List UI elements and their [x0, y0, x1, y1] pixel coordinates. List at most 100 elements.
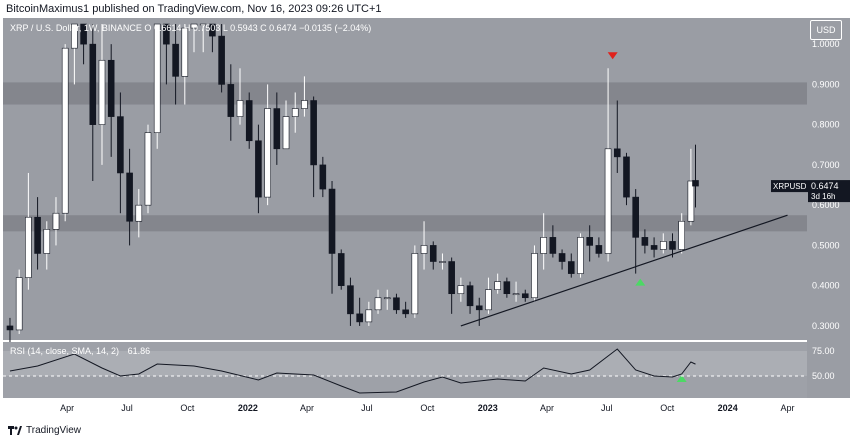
arrow-up-marker-2	[676, 375, 687, 382]
candle-body-52	[485, 289, 492, 311]
rsi-band	[3, 351, 807, 376]
candle-body-64	[595, 245, 603, 254]
candle-body-68	[632, 196, 639, 238]
candle-body-38	[356, 313, 363, 323]
candle-body-20	[190, 23, 198, 29]
candle-body-58	[540, 237, 547, 254]
rsi-line	[9, 348, 696, 394]
time-tick-label-2: Oct	[180, 403, 195, 413]
candle-body-54	[503, 281, 511, 295]
candle-body-53	[494, 281, 501, 290]
symbol-ohlc-bar: XRP / U.S. Dollar, 1W, BINANCE O 0.6614 …	[10, 23, 372, 33]
price-tick-label-1: 0.9000	[812, 79, 840, 89]
candle-body-70	[650, 245, 658, 250]
rsi-title: RSI (14, close, SMA, 14, 2)	[10, 346, 120, 356]
candle-body-71	[659, 241, 667, 250]
candle-body-44	[411, 253, 419, 315]
time-tick-label-4: Apr	[300, 403, 314, 413]
rsi-value: 61.86	[127, 346, 151, 356]
candle-body-42	[393, 297, 400, 311]
main-pane[interactable]	[3, 18, 807, 340]
candle-body-75	[692, 180, 699, 187]
candle-body-13	[126, 172, 133, 222]
candle-body-32	[301, 100, 308, 109]
candle-body-10	[98, 59, 106, 125]
candle-body-14	[135, 204, 143, 222]
candle-body-74	[687, 180, 695, 222]
time-axis[interactable]	[3, 398, 807, 416]
currency-badge[interactable]: USD	[810, 20, 842, 40]
price-tick-label-4: 0.6000	[812, 200, 840, 210]
candle-body-27	[255, 140, 262, 198]
candle-body-15	[144, 132, 152, 206]
time-tick-label-12: Apr	[781, 403, 795, 413]
time-tick-label-7: 2023	[478, 403, 498, 413]
candle-body-34	[319, 164, 327, 190]
candle-body-41	[383, 297, 391, 300]
price-tick-label-5: 0.5000	[812, 240, 840, 250]
price-tick-label-0: 1.0000	[812, 39, 840, 49]
candle-body-56	[521, 293, 529, 299]
candle-body-48	[448, 261, 455, 295]
candle-body-33	[310, 100, 317, 166]
price-axis[interactable]	[807, 18, 850, 398]
candle-body-57	[531, 253, 538, 299]
price-tick-label-2: 0.8000	[812, 120, 840, 130]
horizontal-zone-0	[3, 82, 807, 105]
arrow-down-marker-0	[607, 52, 618, 60]
candle-body-36	[337, 253, 345, 286]
horizontal-zone-1	[3, 215, 807, 232]
candle-body-43	[402, 309, 409, 315]
time-tick-label-9: Jul	[601, 403, 613, 413]
candle-body-61	[567, 261, 575, 274]
candle-body-18	[172, 43, 179, 77]
candle-body-3	[34, 216, 41, 254]
candle-body-59	[549, 237, 557, 254]
candle-body-25	[236, 100, 244, 117]
candle-body-31	[291, 108, 299, 117]
candle-body-12	[117, 116, 124, 174]
time-tick-label-0: Apr	[60, 403, 74, 413]
candle-body-19	[181, 27, 189, 77]
candle-body-69	[641, 237, 649, 246]
candle-body-16	[153, 23, 161, 134]
time-tick-label-3: 2022	[238, 403, 258, 413]
tradingview-brand[interactable]: TradingView	[8, 425, 81, 436]
candle-body-11	[107, 59, 115, 117]
candle-body-51	[475, 305, 483, 311]
candle-body-35	[328, 188, 336, 254]
candle-body-62	[577, 237, 584, 274]
candle-body-72	[669, 241, 676, 250]
arrow-up-marker-1	[635, 278, 646, 286]
support-trendline	[460, 214, 788, 327]
candle-body-46	[429, 245, 437, 262]
candle-body-7	[71, 23, 78, 49]
candle-body-17	[163, 23, 170, 45]
candle-body-55	[512, 293, 520, 296]
candle-body-39	[365, 309, 373, 323]
price-tick-label-6: 0.4000	[812, 281, 840, 291]
time-tick-label-8: Apr	[540, 403, 554, 413]
candle-body-60	[558, 253, 566, 262]
last-price-value: 0.6474	[811, 181, 839, 191]
candle-body-67	[623, 156, 630, 198]
candle-body-24	[227, 84, 235, 117]
time-tick-label-5: Jul	[361, 403, 373, 413]
last-price-symbol: XRPUSD	[773, 182, 807, 191]
candle-body-22	[209, 23, 216, 37]
time-tick-label-11: 2024	[718, 403, 738, 413]
last-price-countdown: 3d 16h	[811, 192, 835, 201]
candle-body-37	[347, 285, 354, 315]
candle-body-45	[420, 245, 428, 254]
rsi-tick-label-1: 50.00	[812, 371, 835, 381]
tradingview-brand-label: TradingView	[26, 425, 82, 436]
candle-body-28	[264, 108, 271, 198]
candle-body-29	[273, 108, 281, 150]
rsi-legend: RSI (14, close, SMA, 14, 2) 61.86	[10, 346, 150, 356]
candle-body-63	[586, 237, 593, 246]
price-tick-label-3: 0.7000	[812, 160, 840, 170]
candle-body-0	[6, 325, 14, 331]
last-price-bg	[808, 180, 850, 203]
candle-body-23	[218, 35, 225, 85]
